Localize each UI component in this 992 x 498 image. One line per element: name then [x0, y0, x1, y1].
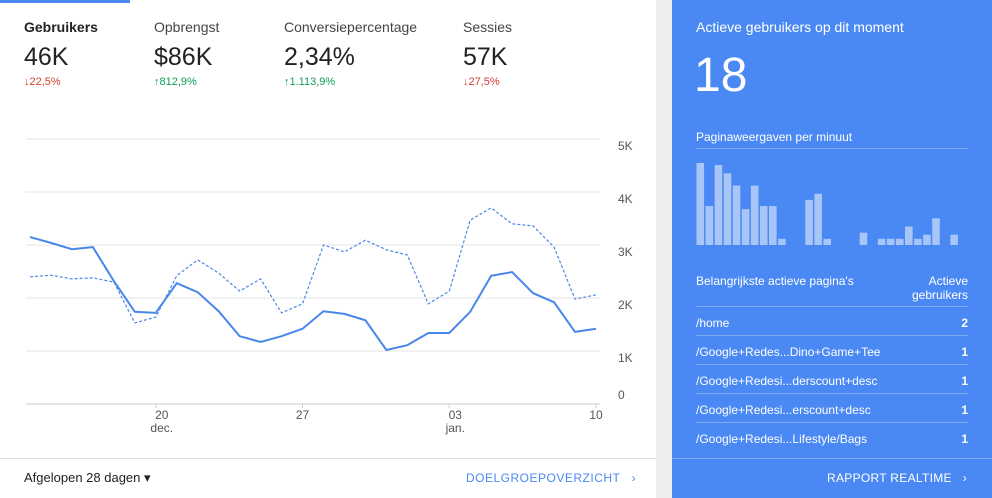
metric: Opbrengst $86K ↑812,9%	[154, 19, 219, 88]
bar	[741, 209, 750, 245]
table-header: Belangrijkste actieve pagina's	[696, 274, 854, 288]
page-path: /Google+Redesi...derscount+desc	[696, 374, 878, 388]
metric-label: Conversiepercentage	[284, 19, 418, 35]
series-line	[29, 236, 597, 352]
metric-label: Sessies	[463, 19, 513, 35]
y-tick-label: 0	[618, 388, 625, 402]
y-tick-label: 5K	[618, 139, 633, 153]
realtime-title: Actieve gebruikers op dit moment	[696, 19, 904, 35]
x-tick-label: 03 jan.	[445, 408, 465, 435]
user-count: 1	[961, 345, 968, 359]
metric: Conversiepercentage 2,34% ↑1.113,9%	[284, 19, 417, 88]
metric-change: ↑1.113,9%	[284, 76, 336, 88]
y-tick-label: 4K	[618, 192, 633, 206]
page-path: /Google+Redes...Dino+Game+Tee	[696, 345, 881, 359]
bar	[705, 206, 714, 245]
divider	[672, 458, 992, 459]
metric-change: ↑812,9%	[154, 76, 197, 88]
table-header: Actieve gebruikers	[911, 274, 968, 302]
user-count: 1	[961, 374, 968, 388]
x-tick-label: 10	[589, 408, 603, 422]
table-row: /Google+Redesi...erscount+desc 1	[696, 393, 968, 423]
bar	[714, 165, 723, 245]
bar	[950, 234, 958, 245]
metric-value: $86K	[154, 43, 213, 71]
audience-link-label: DOELGROEPOVERZICHT	[466, 471, 621, 485]
metric-value: 57K	[463, 43, 508, 71]
tab-indicator	[0, 0, 130, 3]
bar	[778, 238, 786, 245]
bar	[814, 193, 822, 245]
date-range[interactable]: Afgelopen 28 dagen ▾	[24, 470, 151, 485]
bar	[769, 206, 777, 245]
bar	[805, 199, 813, 245]
bar	[859, 232, 868, 245]
bar	[905, 226, 913, 245]
page-path: /Google+Redesi...erscount+desc	[696, 403, 871, 417]
bar	[732, 185, 741, 245]
y-tick-label: 3K	[618, 245, 633, 259]
metric: Sessies 57K ↓27,5%	[463, 19, 512, 88]
bar	[759, 206, 768, 245]
metric-value: 46K	[24, 43, 69, 71]
audience-link[interactable]: DOELGROEPOVERZICHT ›	[466, 471, 637, 485]
bar	[823, 238, 831, 245]
y-tick-label: 1K	[618, 351, 633, 365]
bar-chart	[696, 163, 958, 245]
table-row: /Google+Redes...Dino+Game+Tee 1	[696, 335, 968, 365]
user-count: 1	[961, 432, 968, 446]
bar	[895, 238, 904, 245]
bar	[750, 185, 759, 245]
x-tick-label: 27	[295, 408, 310, 422]
date-range-label: Afgelopen 28 dagen	[24, 470, 141, 485]
divider	[696, 148, 968, 149]
metric-change: ↓27,5%	[463, 76, 500, 88]
y-tick-label: 2K	[618, 298, 633, 312]
table-row: /home 2	[696, 306, 968, 336]
table-row: /Google+Redesi...derscount+desc 1	[696, 364, 968, 394]
active-count: 18	[694, 49, 748, 102]
realtime-panel: Actieve gebruikers op dit moment 18 Pagi…	[672, 0, 992, 498]
bar	[914, 238, 922, 245]
bar	[696, 163, 705, 245]
x-tick-label: 20 dec.	[150, 408, 174, 435]
page-path: /home	[696, 316, 730, 330]
overview-panel: Gebruikers 46K ↓22,5% Opbrengst $86K ↑812,9% C…	[0, 0, 656, 498]
bar	[877, 238, 886, 245]
bar	[932, 218, 940, 245]
user-count: 1	[961, 403, 968, 417]
bar	[723, 173, 732, 245]
user-count: 2	[961, 316, 968, 330]
realtime-link-label: RAPPORT REALTIME	[827, 471, 952, 485]
bar	[886, 238, 895, 245]
metric: Gebruikers 46K ↓22,5%	[24, 19, 98, 88]
bar	[923, 234, 931, 245]
metric-change: ↓22,5%	[24, 76, 61, 88]
series-line	[29, 207, 597, 324]
table-row: /Google+Redesi...Lifestyle/Bags 1	[696, 422, 968, 452]
page-path: /Google+Redesi...Lifestyle/Bags	[696, 432, 868, 446]
metric-label: Opbrengst	[154, 19, 220, 35]
divider	[0, 458, 656, 459]
metric-label: Gebruikers	[24, 19, 98, 35]
bars-title: Paginaweergaven per minuut	[696, 130, 853, 144]
line-chart: 0 1K 2K 3K 4K 5K	[26, 138, 633, 408]
realtime-link[interactable]: RAPPORT REALTIME ›	[827, 471, 968, 485]
metric-value: 2,34%	[284, 43, 355, 71]
